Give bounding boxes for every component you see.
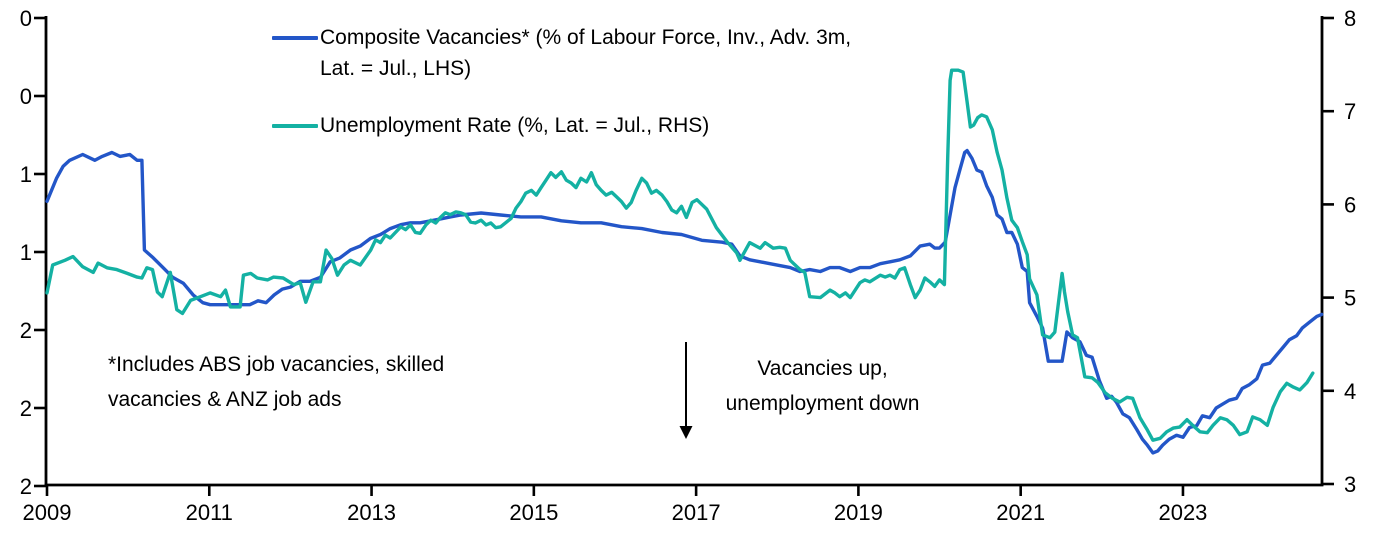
note-line2: unemployment down bbox=[725, 392, 920, 415]
x-tick-label: 2009 bbox=[23, 500, 72, 525]
footnote-line1: *Includes ABS job vacancies, skilled bbox=[108, 353, 445, 376]
x-tick-label: 2019 bbox=[834, 500, 883, 525]
right-tick-label: 6 bbox=[1344, 192, 1356, 217]
right-tick-label: 4 bbox=[1344, 379, 1356, 404]
annotation-arrow-icon bbox=[679, 342, 693, 439]
left-tick-label: 1 bbox=[20, 162, 32, 187]
left-axis-ticks: 0 0 1 1 2 2 2 bbox=[20, 6, 46, 499]
legend-item-composite-vacancies: Composite Vacancies* (% of Labour Force,… bbox=[272, 22, 851, 84]
x-tick-label: 2017 bbox=[672, 500, 721, 525]
left-tick-label: 2 bbox=[20, 396, 32, 421]
right-tick-label: 3 bbox=[1344, 472, 1356, 497]
legend-item-unemployment-rate: Unemployment Rate (%, Lat. = Jul., RHS) bbox=[272, 110, 851, 141]
annotation-note: Vacancies up, unemployment down bbox=[695, 351, 950, 421]
right-tick-label: 5 bbox=[1344, 286, 1356, 311]
chart-footnote: *Includes ABS job vacancies, skilled vac… bbox=[108, 347, 444, 417]
unemployment-series-line bbox=[45, 68, 1315, 442]
chart-legend: Composite Vacancies* (% of Labour Force,… bbox=[272, 22, 851, 141]
note-line1: Vacancies up, bbox=[757, 357, 888, 380]
x-tick-label: 2015 bbox=[509, 500, 558, 525]
vacancies-series-line bbox=[45, 148, 1324, 455]
left-tick-label: 2 bbox=[20, 474, 32, 499]
footnote-line2: vacancies & ANZ job ads bbox=[108, 388, 342, 411]
vacancies-legend-label-line2: Lat. = Jul., LHS) bbox=[320, 57, 472, 80]
x-axis-ticks: 2009 2011 2013 2015 2017 2019 2021 2023 bbox=[23, 485, 1207, 525]
x-tick-label: 2021 bbox=[996, 500, 1045, 525]
right-tick-label: 8 bbox=[1344, 6, 1356, 31]
unemployment-line-swatch-icon bbox=[272, 124, 318, 128]
left-tick-label: 0 bbox=[20, 6, 32, 31]
vacancies-legend-label-line1: Composite Vacancies* (% of Labour Force,… bbox=[320, 26, 852, 49]
series-lines bbox=[45, 68, 1324, 455]
x-tick-label: 2013 bbox=[347, 500, 396, 525]
unemployment-legend-label: Unemployment Rate (%, Lat. = Jul., RHS) bbox=[320, 114, 710, 137]
right-tick-label: 7 bbox=[1344, 99, 1356, 124]
right-axis-ticks: 8 7 6 5 4 3 bbox=[1322, 6, 1356, 497]
x-tick-label: 2011 bbox=[186, 500, 233, 525]
left-tick-label: 0 bbox=[20, 84, 32, 109]
left-tick-label: 2 bbox=[20, 318, 32, 343]
vacancies-line-swatch-icon bbox=[272, 36, 318, 40]
x-tick-label: 2023 bbox=[1158, 500, 1207, 525]
left-tick-label: 1 bbox=[20, 240, 32, 265]
